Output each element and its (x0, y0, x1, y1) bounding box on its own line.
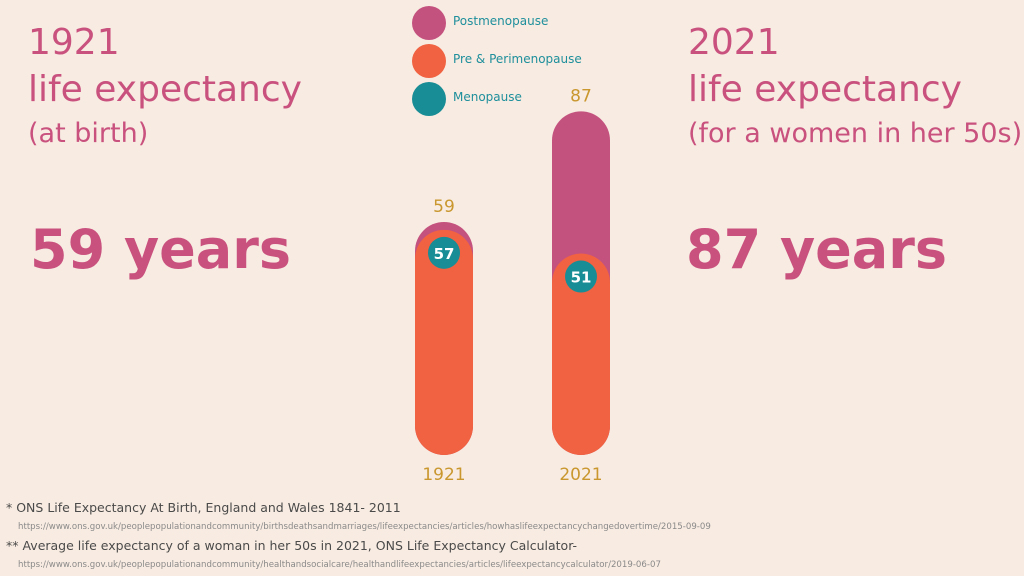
menopause-marker-2021 (565, 260, 597, 293)
footnote-2: ** Average life expectancy of a woman in… (6, 538, 578, 553)
legend-label-postmenopause: Postmenopause (453, 14, 549, 28)
menopause-marker-1921 (428, 236, 460, 269)
bar-pre-perimenopause-2021 (552, 253, 610, 455)
right-title: life expectancy (688, 69, 962, 110)
menopause-label-1921: 57 (434, 245, 455, 263)
x-tick-label-2021: 2021 (559, 465, 602, 485)
total-label-1921: 59 (433, 197, 455, 217)
menopause-label-2021: 51 (571, 269, 592, 287)
footnote-1-url[interactable]: https://www.ons.gov.uk/peoplepopulationa… (18, 522, 711, 532)
legend-swatch-postmenopause (412, 6, 446, 40)
right-year: 2021 (688, 22, 780, 63)
right-value: 87 years (686, 218, 947, 281)
legend-label-pre-perimenopause: Pre & Perimenopause (453, 52, 582, 66)
footnote-2-url[interactable]: https://www.ons.gov.uk/peoplepopulationa… (18, 560, 661, 570)
bar-pre-perimenopause-1921 (415, 229, 473, 455)
left-value: 59 years (30, 218, 291, 281)
total-label-2021: 87 (570, 86, 592, 106)
x-tick-label-1921: 1921 (422, 465, 465, 485)
legend-label-menopause: Menopause (453, 90, 522, 104)
left-year: 1921 (28, 22, 120, 63)
right-subtitle: (for a women in her 50s) (688, 118, 1023, 149)
left-title: life expectancy (28, 69, 302, 110)
legend-swatch-menopause (412, 82, 446, 116)
left-subtitle: (at birth) (28, 118, 149, 149)
legend-swatch-pre-perimenopause (412, 44, 446, 78)
footnote-1: * ONS Life Expectancy At Birth, England … (6, 500, 401, 515)
